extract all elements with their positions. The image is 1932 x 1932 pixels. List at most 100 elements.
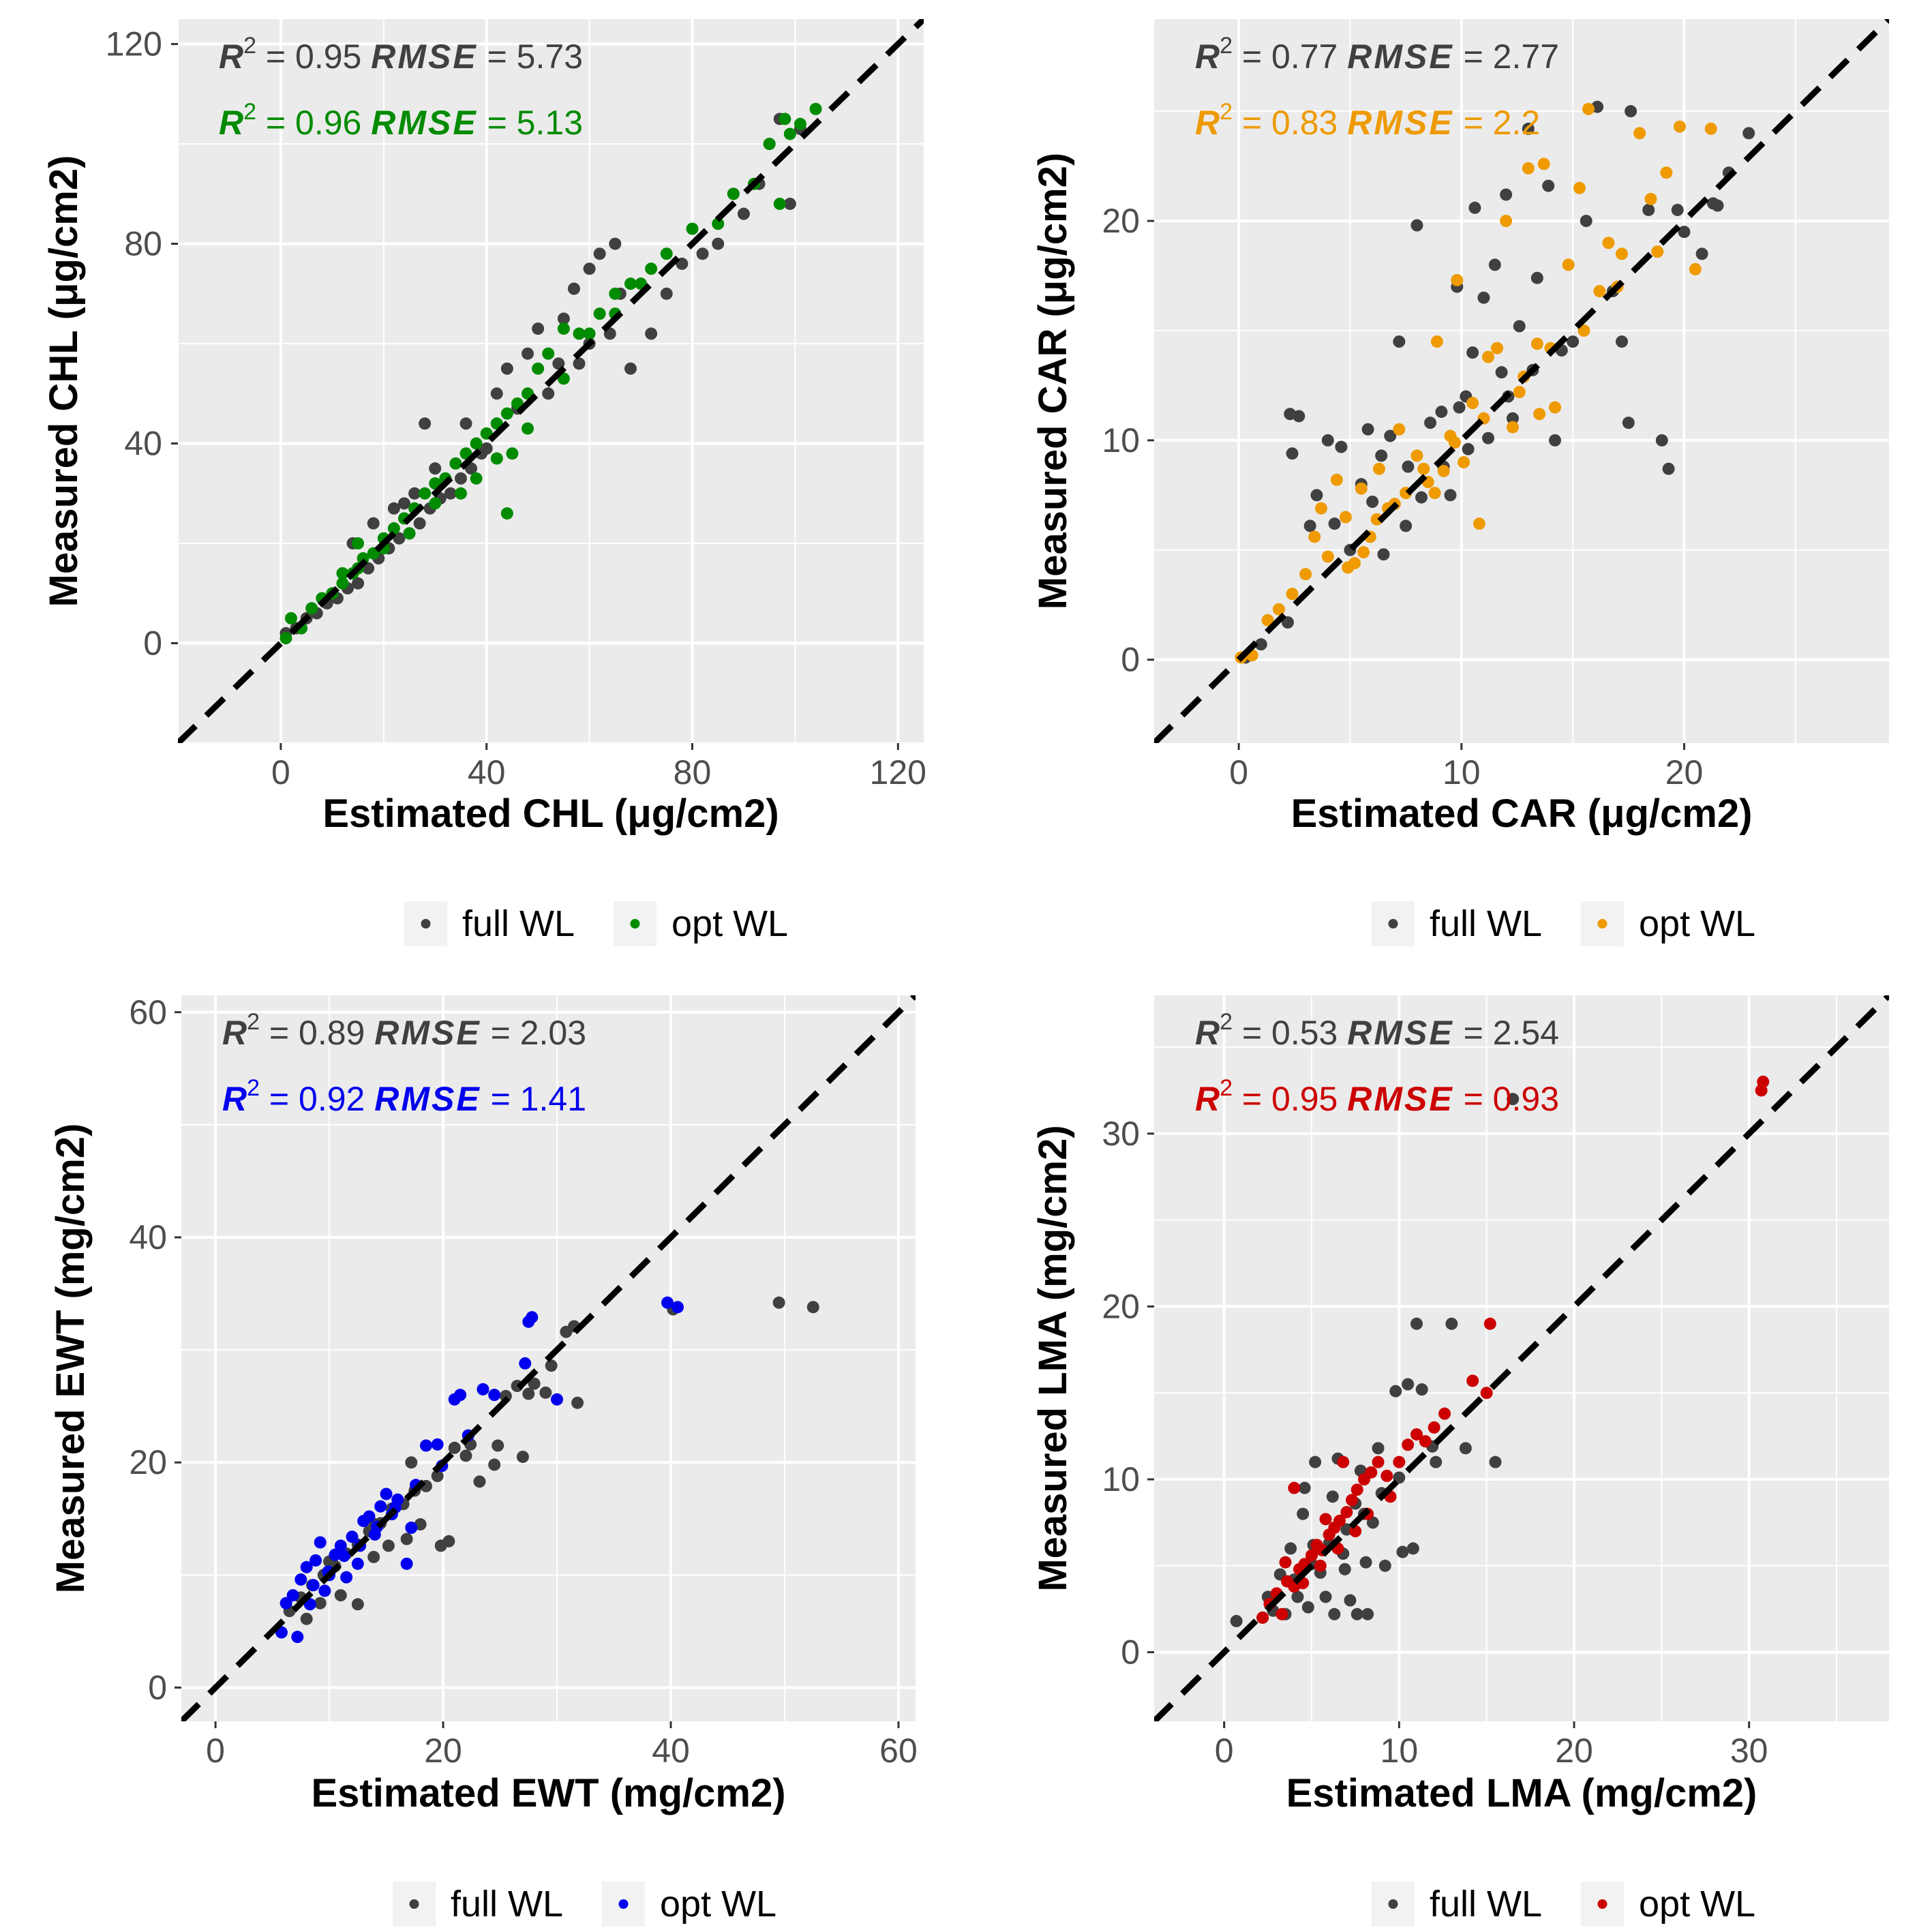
full-wl-point — [500, 362, 513, 375]
opt-wl-point — [609, 287, 622, 300]
opt-wl-point — [286, 1589, 299, 1602]
opt-wl-point — [1757, 1075, 1770, 1088]
full-wl-point — [1344, 1594, 1357, 1607]
full-wl-point — [352, 577, 365, 590]
opt-wl-point — [300, 1560, 313, 1573]
full-wl-point — [1542, 179, 1555, 192]
opt-wl-point — [380, 1488, 393, 1500]
y-tick-label: 20 — [129, 1443, 167, 1481]
opt-wl-point — [1449, 436, 1461, 449]
opt-wl-point — [1276, 1608, 1288, 1620]
r2-symbol: R — [222, 1014, 247, 1052]
full-wl-point — [444, 487, 457, 500]
plot-area — [1154, 995, 1889, 1721]
opt-wl-point — [1430, 335, 1443, 348]
full-wl-point — [557, 312, 570, 325]
opt-wl-point — [1256, 1611, 1269, 1624]
full-wl-point — [660, 287, 673, 300]
full-wl-point — [1335, 440, 1348, 453]
full-wl-point — [459, 417, 472, 430]
opt-wl-point — [336, 567, 349, 579]
x-tick-label: 0 — [1229, 753, 1248, 791]
full-wl-point — [1410, 1317, 1423, 1330]
opt-wl-point — [454, 1389, 467, 1402]
opt-wl-point — [1279, 1556, 1292, 1569]
opt-wl-point — [1428, 1421, 1440, 1434]
opt-wl-point — [1357, 546, 1370, 559]
opt-wl-point — [1673, 120, 1686, 133]
rmse-symbol: RMSE — [371, 37, 477, 76]
opt-wl-point — [671, 1301, 684, 1314]
r2-symbol: R — [1195, 104, 1220, 142]
full-wl-stats: R2 = 0.77 RMSE = 2.77 — [1195, 33, 1559, 76]
opt-wl-point — [1365, 1466, 1378, 1479]
opt-wl-point — [1308, 530, 1321, 543]
opt-wl-point — [1380, 1469, 1393, 1482]
opt-wl-point — [490, 452, 503, 465]
opt-wl-point — [1339, 511, 1352, 524]
legend-key-opt-point — [618, 1899, 629, 1909]
rmse-symbol: RMSE — [374, 1014, 481, 1052]
opt-wl-point — [1451, 273, 1464, 286]
full-wl-point — [387, 502, 400, 515]
full-wl-point — [488, 1458, 501, 1471]
opt-wl-point — [1349, 1525, 1362, 1538]
opt-wl-point — [794, 117, 806, 130]
opt-wl-point — [374, 1500, 387, 1513]
y-tick-label: 60 — [129, 993, 167, 1031]
opt-wl-point — [1342, 561, 1355, 574]
y-tick-label: 0 — [1121, 1633, 1140, 1672]
legend-key-opt-point — [1597, 1899, 1608, 1909]
r2-superscript: 2 — [243, 99, 256, 125]
full-wl-point — [806, 1301, 819, 1314]
full-wl-point — [593, 247, 606, 260]
r2-superscript: 2 — [1220, 99, 1233, 125]
opt-wl-point — [431, 1438, 444, 1451]
opt-wl-point — [1319, 1513, 1332, 1526]
rmse-value: = 2.54 — [1454, 1014, 1559, 1052]
x-axis-title: Estimated EWT (mg/cm2) — [311, 1771, 785, 1815]
r2-value: = 0.95 — [1233, 1080, 1347, 1118]
full-wl-point — [1435, 406, 1448, 419]
r2-value: = 0.77 — [1233, 37, 1347, 76]
full-wl-point — [1642, 203, 1655, 216]
full-wl-point — [1453, 401, 1466, 414]
full-wl-point — [1500, 188, 1513, 201]
full-wl-point — [300, 1612, 313, 1625]
opt-wl-point — [1410, 449, 1423, 462]
full-wl-point — [413, 517, 426, 530]
full-wl-point — [1402, 1378, 1415, 1391]
x-tick-label: 40 — [652, 1732, 690, 1770]
opt-wl-point — [1602, 237, 1615, 250]
y-tick-label: 0 — [143, 624, 162, 663]
opt-wl-point — [1314, 1559, 1327, 1572]
legend-label-opt: opt WL — [660, 1884, 776, 1925]
full-wl-point — [1695, 247, 1708, 260]
opt-wl-point — [1286, 588, 1299, 601]
opt-wl-point — [783, 127, 796, 140]
full-wl-point — [1477, 291, 1490, 304]
r2-superscript: 2 — [1220, 33, 1233, 59]
major-gridlines — [178, 19, 924, 743]
opt-wl-point — [400, 1557, 413, 1570]
opt-wl-point — [500, 507, 513, 520]
opt-wl-point — [1410, 1428, 1423, 1441]
full-wl-point — [1625, 105, 1637, 118]
opt-wl-point — [367, 547, 380, 560]
opt-wl-point — [1533, 408, 1546, 421]
opt-wl-point — [419, 487, 432, 500]
full-wl-point — [351, 1598, 364, 1611]
legend-label-full: full WL — [462, 903, 575, 944]
opt-wl-point — [314, 1536, 327, 1549]
opt-wl-point — [1346, 1494, 1359, 1507]
rmse-symbol: RMSE — [374, 1080, 481, 1118]
opt-wl-point — [1393, 1455, 1406, 1468]
opt-wl-point — [351, 1557, 364, 1570]
full-wl-point — [783, 197, 796, 210]
full-wl-point — [1489, 1455, 1502, 1468]
rmse-symbol: RMSE — [1347, 1014, 1453, 1052]
y-axis-title: Measured CHL (μg/cm2) — [42, 155, 86, 607]
y-axis-title: Measured LMA (mg/cm2) — [1031, 1125, 1075, 1591]
full-wl-point — [1361, 423, 1374, 436]
